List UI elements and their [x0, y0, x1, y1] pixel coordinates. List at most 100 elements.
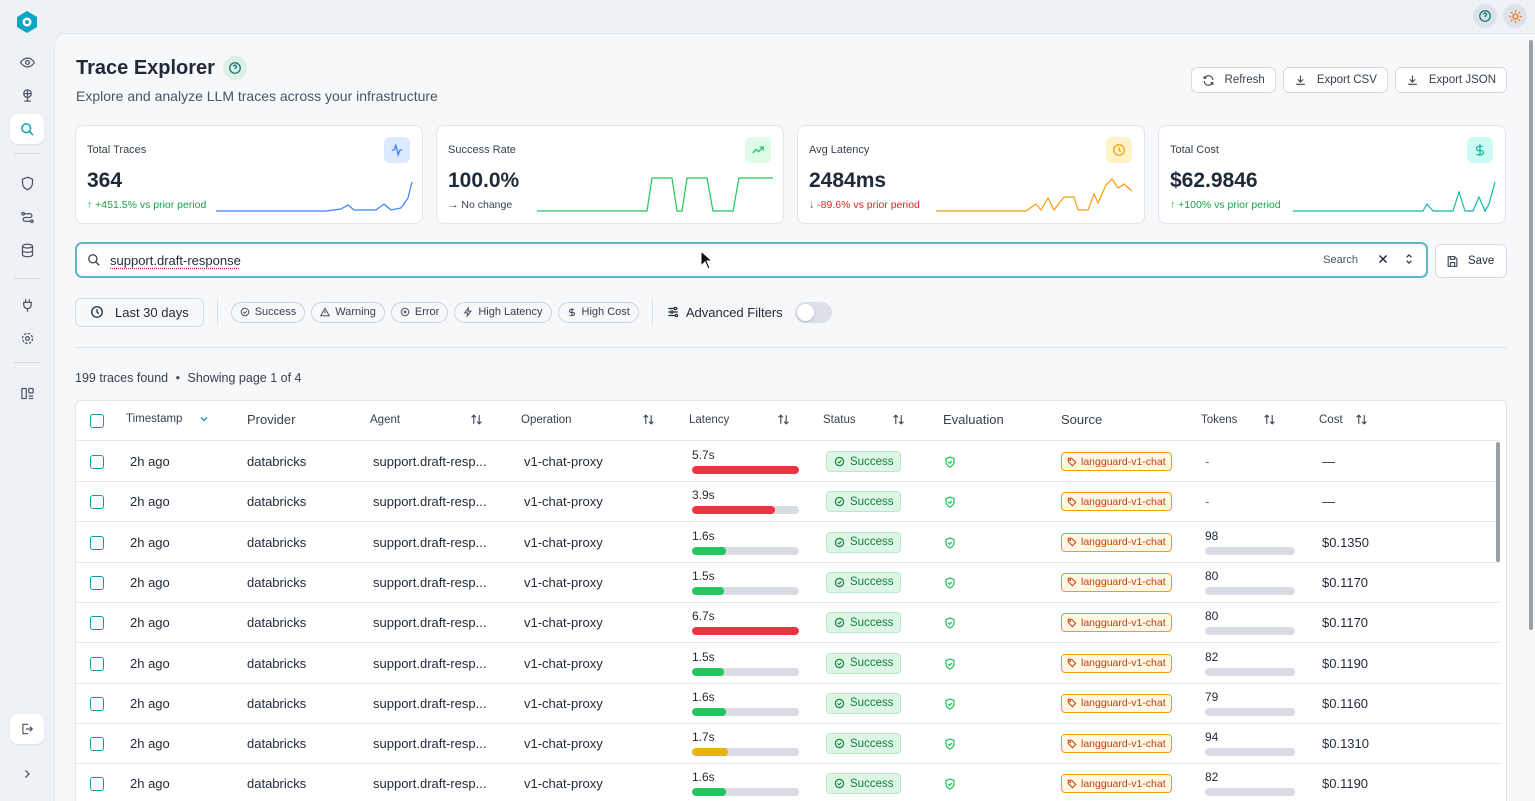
source-tag[interactable]: langguard-v1-chat [1061, 532, 1172, 552]
table-row[interactable]: 2h ago databricks support.draft-resp... v1-… [76, 442, 1500, 482]
sidebar-item-settings[interactable] [10, 323, 44, 353]
filter-chip-warning[interactable]: Warning [311, 301, 385, 323]
cell-cost: $0.1350 [1322, 534, 1369, 550]
source-tag[interactable]: langguard-v1-chat [1061, 572, 1172, 592]
filter-chip-high-cost[interactable]: High Cost [557, 301, 639, 323]
chevron-up-down-icon[interactable] [1402, 252, 1416, 266]
table-row[interactable]: 2h ago databricks support.draft-resp... v1-… [76, 482, 1500, 523]
table-row[interactable]: 2h ago databricks support.draft-resp... v1-… [76, 724, 1500, 765]
row-checkbox[interactable] [90, 777, 104, 792]
row-checkbox[interactable] [90, 495, 104, 510]
cell-agent[interactable]: support.draft-resp... [373, 736, 487, 752]
row-checkbox[interactable] [90, 455, 104, 469]
sidebar-item-network[interactable] [10, 80, 44, 110]
cell-latency: 1.7s [692, 730, 715, 745]
sidebar-item-data[interactable] [10, 235, 44, 265]
export-csv-button[interactable]: Export CSV [1282, 67, 1388, 93]
sidebar-item-security[interactable] [10, 168, 44, 198]
cell-agent[interactable]: support.draft-resp... [373, 574, 487, 590]
row-checkbox[interactable] [90, 737, 104, 752]
refresh-button[interactable]: Refresh [1190, 67, 1276, 93]
evaluation-indicator[interactable] [944, 737, 956, 755]
table-row[interactable]: 2h ago databricks support.draft-resp... v1-… [76, 563, 1500, 603]
cell-agent[interactable]: support.draft-resp... [373, 454, 487, 469]
source-tag[interactable]: langguard-v1-chat [1061, 452, 1172, 471]
column-header-agent[interactable]: Agent [370, 413, 483, 426]
table-scrollbar[interactable] [1496, 442, 1500, 562]
table-row[interactable]: 2h ago databricks support.draft-resp... v1-… [76, 764, 1500, 801]
source-tag[interactable]: langguard-v1-chat [1061, 734, 1172, 754]
sidebar-item-search[interactable] [10, 114, 44, 144]
evaluation-indicator[interactable] [944, 455, 956, 473]
filter-chip-high-latency[interactable]: High Latency [454, 301, 552, 323]
sidebar-item-overview[interactable] [10, 47, 44, 77]
search-input-value[interactable]: support.draft-response [110, 253, 241, 268]
evaluation-indicator[interactable] [944, 697, 956, 715]
column-header-status[interactable]: Status [823, 413, 905, 426]
theme-toggle[interactable] [1503, 4, 1527, 28]
app-logo-icon[interactable] [15, 10, 39, 34]
column-header-latency[interactable]: Latency [689, 413, 790, 426]
tokens-bar [1205, 788, 1295, 797]
row-checkbox[interactable] [90, 575, 104, 590]
evaluation-indicator[interactable] [944, 616, 956, 634]
cell-agent[interactable]: support.draft-resp... [373, 494, 487, 510]
source-tag[interactable]: langguard-v1-chat [1061, 653, 1172, 673]
source-tag[interactable]: langguard-v1-chat [1061, 492, 1172, 512]
sidebar-item-routes[interactable] [10, 202, 44, 232]
save-search-button[interactable]: Save [1435, 244, 1507, 278]
sidebar-item-integrations[interactable] [10, 290, 44, 320]
filter-chip-success[interactable]: Success [230, 301, 306, 323]
row-checkbox[interactable] [90, 535, 104, 550]
status-label: Success [850, 657, 894, 669]
cell-agent[interactable]: support.draft-resp... [373, 534, 487, 550]
table-row[interactable]: 2h ago databricks support.draft-resp... v1-… [76, 523, 1500, 563]
logout-button[interactable] [10, 714, 44, 744]
select-all-checkbox[interactable] [90, 414, 104, 428]
evaluation-indicator[interactable] [944, 576, 956, 594]
title-help-button[interactable] [222, 56, 247, 80]
sort-icon [892, 414, 904, 425]
column-header-tokens[interactable]: Tokens [1201, 413, 1276, 426]
source-label: langguard-v1-chat [1081, 697, 1166, 710]
cell-agent[interactable]: support.draft-resp... [373, 776, 487, 792]
help-button[interactable] [1473, 4, 1497, 28]
cell-agent[interactable]: support.draft-resp... [373, 615, 487, 631]
column-header-operation[interactable]: Operation [521, 413, 655, 426]
cell-agent[interactable]: support.draft-resp... [373, 655, 487, 671]
source-tag[interactable]: langguard-v1-chat [1061, 774, 1172, 794]
evaluation-indicator[interactable] [944, 657, 956, 675]
table-row[interactable]: 2h ago databricks support.draft-resp... v1-… [76, 684, 1500, 724]
sidebar-expand-button[interactable] [10, 759, 44, 789]
source-tag[interactable]: langguard-v1-chat [1061, 613, 1172, 633]
row-checkbox[interactable] [90, 656, 104, 671]
column-header-timestamp[interactable]: Timestamp [126, 413, 210, 425]
metric-icon-badge [384, 137, 410, 163]
evaluation-indicator[interactable] [944, 777, 956, 795]
cell-agent[interactable]: support.draft-resp... [373, 695, 487, 711]
evaluation-indicator[interactable] [944, 536, 956, 554]
status-badge: Success [826, 531, 902, 553]
column-header-source[interactable]: Source [1061, 412, 1102, 427]
source-tag[interactable]: langguard-v1-chat [1061, 693, 1172, 713]
date-range-button[interactable]: Last 30 days [75, 297, 204, 327]
cell-operation: v1-chat-proxy [524, 695, 603, 711]
page-scrollbar[interactable] [1529, 40, 1533, 630]
advanced-filters-toggle[interactable] [794, 301, 832, 323]
row-checkbox[interactable] [90, 616, 104, 631]
table-row[interactable]: 2h ago databricks support.draft-resp... v1-… [76, 603, 1500, 644]
export-json-button[interactable]: Export JSON [1394, 67, 1507, 93]
cell-tokens: 82 [1205, 770, 1219, 785]
evaluation-indicator[interactable] [944, 495, 956, 513]
column-header-provider[interactable]: Provider [247, 412, 295, 427]
filter-chip-error[interactable]: Error [390, 301, 449, 323]
check-circle-icon [834, 456, 845, 467]
sidebar-item-dashboard[interactable] [10, 378, 44, 408]
close-icon[interactable] [1376, 252, 1390, 266]
row-checkbox[interactable] [90, 696, 104, 711]
table-row[interactable]: 2h ago databricks support.draft-resp... v1-… [76, 644, 1500, 684]
column-header-evaluation[interactable]: Evaluation [943, 412, 1004, 427]
status-badge: Success [826, 773, 902, 795]
search-input[interactable]: support.draft-response Search [75, 242, 1428, 278]
column-header-cost[interactable]: Cost [1319, 413, 1368, 426]
